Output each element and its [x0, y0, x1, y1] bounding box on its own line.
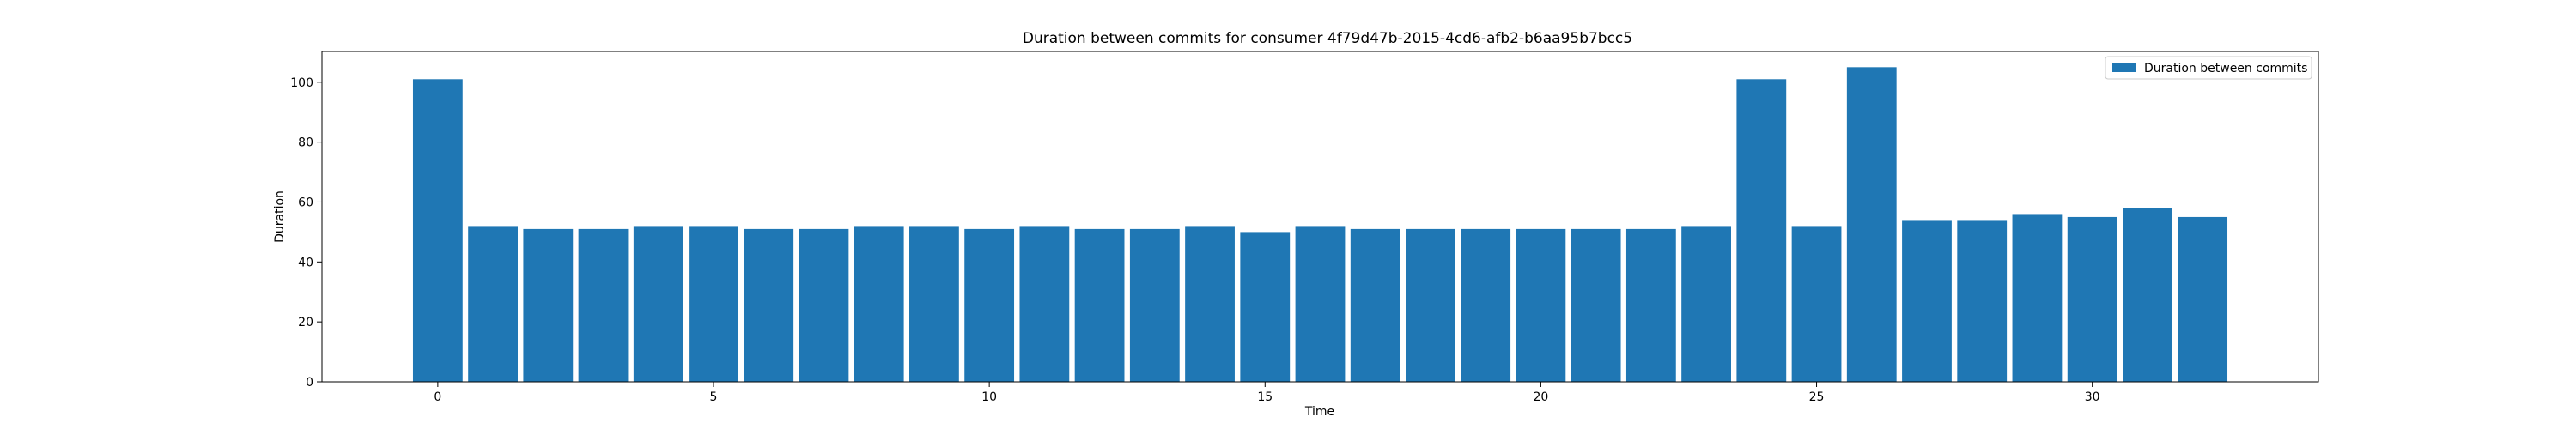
bar-9: [909, 226, 959, 382]
x-tick-label: 25: [1809, 390, 1825, 404]
y-tick-label: 40: [298, 256, 313, 269]
legend: Duration between commits: [2105, 56, 2312, 80]
y-tick-label: 100: [290, 76, 313, 90]
y-axis-label: Duration: [273, 190, 287, 243]
plot-frame: [321, 51, 2319, 383]
bar-2: [523, 228, 574, 382]
x-tick-label: 0: [434, 390, 441, 404]
bar-7: [799, 228, 849, 382]
bar-16: [1295, 226, 1346, 382]
x-tick-label: 20: [1533, 390, 1548, 404]
bar-25: [1791, 226, 1842, 382]
bar-1: [468, 226, 518, 382]
bars-group: [412, 67, 2228, 383]
legend-label: Duration between commits: [2144, 62, 2307, 76]
bar-6: [744, 228, 794, 382]
legend-swatch: [2112, 63, 2136, 72]
legend-box: [2105, 56, 2312, 80]
bar-28: [1957, 220, 2008, 382]
x-axis-label: Time: [1304, 405, 1334, 419]
y-tick-label: 20: [298, 316, 313, 329]
bar-27: [1902, 220, 1952, 382]
x-tick-label: 5: [710, 390, 718, 404]
bar-20: [1516, 228, 1566, 382]
x-tick-label: 30: [2085, 390, 2100, 404]
bar-30: [2067, 216, 2117, 382]
bar-23: [1681, 226, 1731, 382]
x-tick-label: 10: [981, 390, 997, 404]
bar-21: [1571, 228, 1621, 382]
bar-14: [1185, 226, 1235, 382]
bar-11: [1019, 226, 1070, 382]
bar-29: [2012, 214, 2063, 382]
x-axis-ticks: 0 5 10 15 20 25 30: [434, 382, 2100, 404]
bar-4: [633, 226, 683, 382]
bar-17: [1350, 228, 1400, 382]
bar-24: [1736, 79, 1787, 383]
bar-15: [1240, 232, 1291, 382]
bar-31: [2123, 208, 2172, 382]
bar-8: [854, 226, 904, 382]
bar-19: [1461, 228, 1511, 382]
bar-26: [1846, 67, 1897, 382]
y-axis-ticks: 0 20 40 60 80 100: [290, 76, 322, 390]
y-tick-label: 60: [298, 196, 313, 209]
x-tick-label: 15: [1257, 390, 1273, 404]
bar-12: [1074, 228, 1125, 382]
bar-32: [2178, 216, 2228, 382]
chart-title: Duration between commits for consumer 4f…: [1023, 30, 1632, 47]
y-tick-label: 0: [306, 376, 313, 390]
bar-13: [1129, 228, 1180, 382]
bar-0: [412, 79, 463, 383]
bar-22: [1625, 228, 1676, 382]
bar-5: [689, 226, 738, 382]
bar-10: [964, 228, 1015, 382]
bar-18: [1406, 228, 1455, 382]
bar-3: [578, 228, 629, 382]
y-tick-label: 80: [298, 136, 313, 150]
